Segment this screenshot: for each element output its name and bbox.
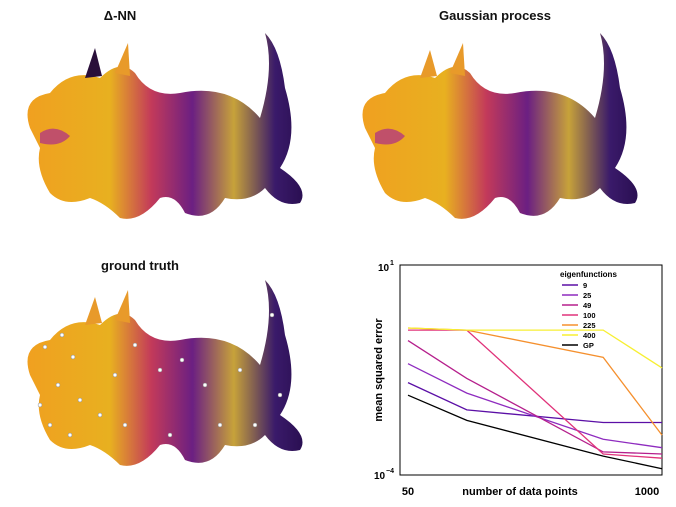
- series-line-gp: [407, 394, 663, 470]
- svg-text:10: 10: [374, 471, 386, 482]
- sample-points: [37, 312, 283, 438]
- legend-title: eigenfunctions: [560, 270, 617, 279]
- svg-text:10: 10: [378, 263, 390, 274]
- dragon-render-delta-nn: [27, 33, 303, 219]
- y-tick-bottom: 10 −4: [374, 468, 394, 482]
- series-line-400: [407, 327, 663, 369]
- legend-label-225: 225: [583, 321, 596, 330]
- dragon-render-gaussian-process: [362, 33, 638, 219]
- dragon-render-ground-truth: [27, 280, 303, 466]
- legend-label-100: 100: [583, 311, 596, 320]
- panel-title-ground-truth: ground truth: [101, 258, 179, 273]
- series-line-100: [408, 329, 663, 459]
- x-axis-label: number of data points: [462, 486, 578, 498]
- series-line-25: [407, 363, 663, 449]
- legend-label-9: 9: [583, 281, 587, 290]
- mse-line-chart: mean squared error number of data points…: [373, 260, 663, 498]
- svg-text:1: 1: [390, 260, 394, 267]
- x-tick-label-1000: 1000: [635, 486, 659, 498]
- legend-label-gp: GP: [583, 341, 594, 350]
- panel-title-gaussian-process: Gaussian process: [439, 8, 551, 23]
- y-tick-top: 10 1: [378, 260, 394, 274]
- panel-title-delta-nn: Δ-NN: [103, 8, 137, 23]
- y-axis-label: mean squared error: [373, 318, 385, 422]
- x-tick-label-50: 50: [402, 486, 414, 498]
- legend-label-25: 25: [583, 291, 591, 300]
- svg-text:−4: −4: [386, 468, 394, 475]
- series-line-49: [407, 340, 663, 455]
- legend-label-49: 49: [583, 301, 591, 310]
- series-layer: [407, 327, 663, 470]
- legend-label-400: 400: [583, 331, 596, 340]
- plot-frame: [399, 264, 663, 476]
